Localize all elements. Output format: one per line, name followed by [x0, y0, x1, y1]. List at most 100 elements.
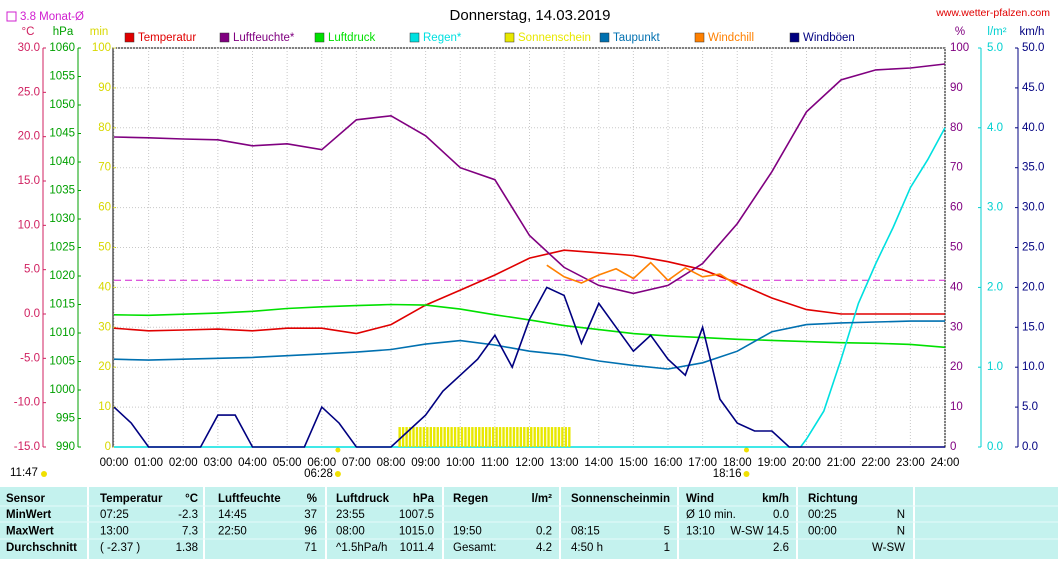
y-tick-label: 10.0 — [1022, 361, 1044, 373]
y-tick-label: 1035 — [49, 185, 75, 197]
legend-label: Regen* — [423, 32, 462, 44]
y-tick-label: 30.0 — [1022, 202, 1044, 214]
y-tick-label: 1000 — [49, 384, 75, 396]
x-tick-label: 11:00 — [481, 457, 509, 469]
sunshine-bar — [415, 427, 419, 447]
sunshine-bar — [460, 427, 464, 447]
series-line — [113, 286, 945, 448]
y-tick-label: 0.0 — [987, 441, 1003, 453]
sunshine-bar — [512, 427, 516, 447]
series-line — [113, 249, 945, 335]
x-tick-label: 16:00 — [654, 457, 683, 469]
y-tick-label: 4.0 — [987, 122, 1003, 134]
sunshine-bar — [398, 427, 401, 447]
sunshine-bar — [543, 427, 547, 447]
reference-label: 3.8 Monat-Ø — [20, 11, 84, 23]
y-tick-label: 30.0 — [18, 42, 40, 54]
sunrise-label: 06:28 — [304, 468, 333, 480]
sunshine-bar — [495, 427, 498, 447]
y-tick-label: 50 — [98, 242, 111, 254]
y-tick-label: 60 — [950, 202, 963, 214]
table-cell: N — [897, 526, 905, 538]
y-tick-label: -5.0 — [20, 352, 40, 364]
table-cell: 0.2 — [536, 526, 552, 538]
table-header: Richtung — [808, 493, 858, 505]
table-header: Luftdruck — [336, 493, 390, 505]
table-cell: 00:00 — [808, 526, 837, 538]
y-tick-label: 1060 — [49, 42, 75, 54]
sunshine-bar — [481, 427, 484, 447]
table-cell: 1007.5 — [399, 509, 434, 521]
sunshine-bar — [471, 427, 474, 447]
x-tick-label: 03:00 — [203, 457, 232, 469]
sunshine-bar — [443, 427, 446, 447]
y-tick-label: -15.0 — [14, 441, 40, 453]
y-tick-label: 15.0 — [18, 175, 40, 187]
sunshine-bar — [509, 427, 512, 447]
x-tick-label: 06:00 — [307, 457, 336, 469]
legend-swatch — [694, 32, 705, 43]
table-cell: 13:00 — [100, 526, 129, 538]
table-header: min — [650, 493, 670, 505]
y-tick-label: 10.0 — [18, 219, 40, 231]
table-cell: 08:00 — [336, 526, 365, 538]
table-header: hPa — [413, 493, 435, 505]
series-line — [114, 127, 946, 448]
table-cell: 07:25 — [100, 509, 129, 521]
sunshine-bar — [426, 427, 429, 447]
table-cell: 13:10 — [686, 526, 715, 538]
table-header: °C — [185, 493, 198, 505]
table-cell: 96 — [304, 526, 317, 538]
sunshine-bar — [540, 427, 543, 447]
x-tick-label: 00:00 — [100, 457, 129, 469]
legend-swatch — [504, 32, 515, 43]
legend-label: Sonnenschein — [518, 32, 591, 44]
y-tick-label: 20 — [950, 361, 963, 373]
y-tick-label: 30 — [98, 321, 111, 333]
sunset-label: 18:16 — [713, 468, 742, 480]
y-tick-label: 1030 — [49, 213, 75, 225]
x-tick-label: 09:00 — [411, 457, 440, 469]
table-header: Temperatur — [100, 493, 163, 505]
y-tick-label: 0.0 — [1022, 441, 1038, 453]
table-cell: 19:50 — [453, 526, 482, 538]
table-cell: 1011.4 — [400, 542, 435, 554]
y-tick-label: 1.0 — [987, 361, 1003, 373]
sunshine-bar — [561, 427, 564, 447]
table-cell: W-SW 14.5 — [730, 526, 789, 538]
sunshine-bar — [502, 427, 505, 447]
x-tick-label: 22:00 — [861, 457, 890, 469]
table-header: Luftfeuchte — [218, 493, 281, 505]
y-tick-label: -10.0 — [14, 397, 40, 409]
y-tick-label: 3.0 — [987, 202, 1003, 214]
y-tick-label: 50 — [950, 242, 963, 254]
sunshine-bar — [498, 427, 502, 447]
axis-unit: km/h — [1020, 26, 1045, 38]
table-header: Regen — [453, 493, 488, 505]
axis-unit: l/m² — [987, 26, 1006, 38]
x-tick-label: 17:00 — [688, 457, 717, 469]
table-cell: 71 — [304, 542, 317, 554]
table-cell: 2.6 — [773, 542, 789, 554]
table-header: km/h — [762, 493, 789, 505]
table-cell: Ø 10 min. — [686, 509, 736, 521]
table-cell: ( -2.37 ) — [100, 542, 140, 554]
table-header: % — [307, 493, 317, 505]
y-tick-label: 0 — [105, 441, 111, 453]
y-tick-label: 100 — [92, 42, 111, 54]
series-line — [113, 320, 945, 370]
reference-legend-icon — [6, 11, 17, 22]
sunshine-bar — [530, 427, 533, 447]
sunrise-marker — [335, 447, 341, 453]
sunshine-bar — [516, 427, 519, 447]
y-tick-label: 1055 — [49, 71, 75, 83]
day-length: 11:47 — [10, 467, 38, 479]
sunshine-bar — [505, 427, 509, 447]
sunshine-bar — [557, 427, 561, 447]
y-tick-label: 20.0 — [18, 131, 40, 143]
table-row-label: MinWert — [6, 509, 51, 521]
sunshine-bar — [550, 427, 554, 447]
sunrise-icon — [334, 471, 341, 477]
sunshine-bar — [533, 427, 536, 447]
